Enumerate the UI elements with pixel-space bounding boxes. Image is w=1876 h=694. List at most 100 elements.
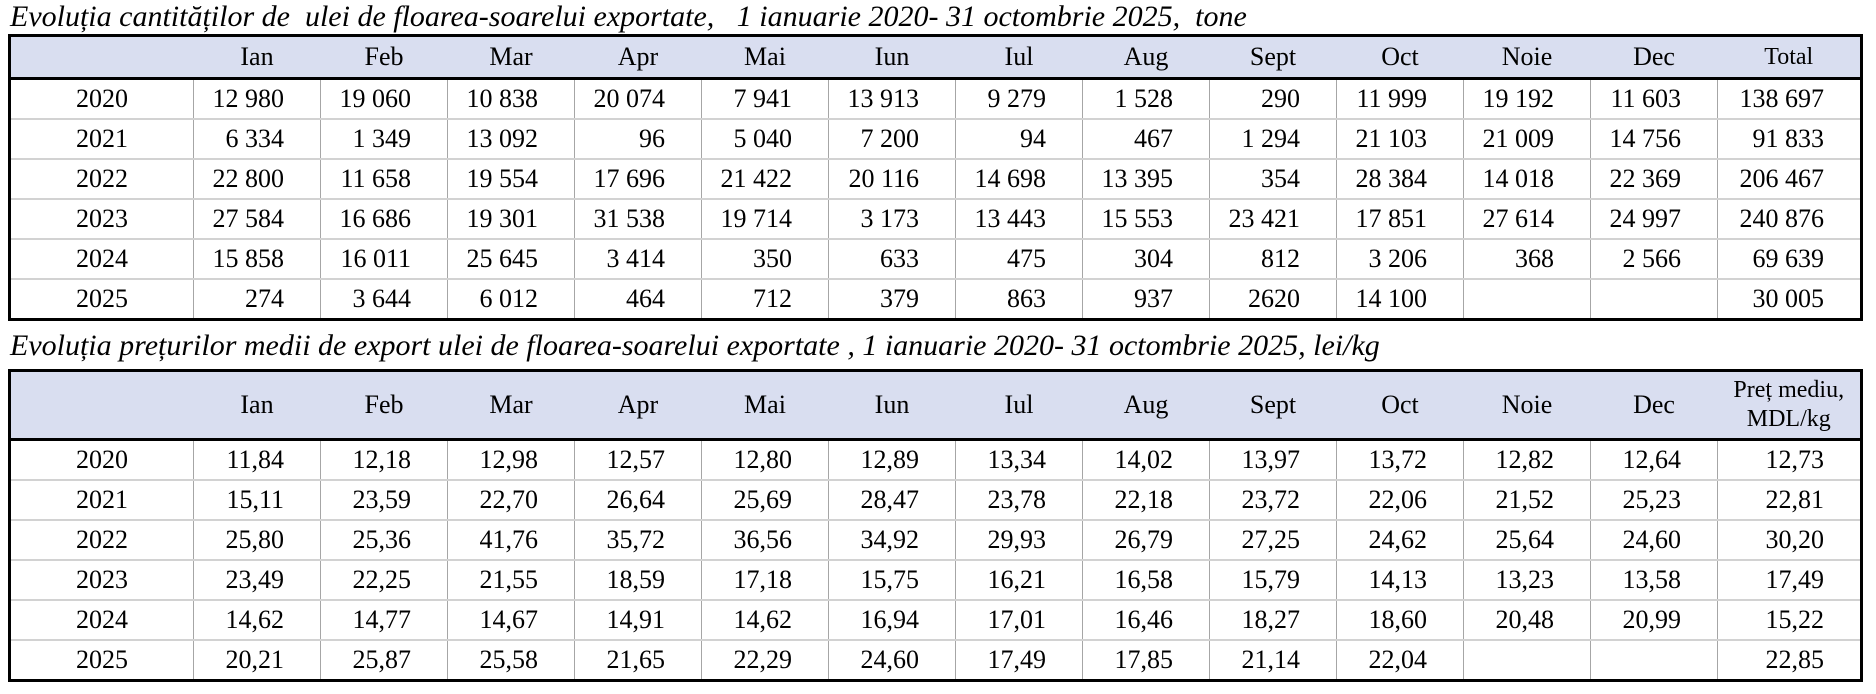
value-cell: 21,65: [574, 640, 702, 681]
value-cell: 25,87: [320, 640, 448, 681]
summary-cell: 91 833: [1717, 119, 1862, 160]
value-cell: 15,75: [828, 560, 956, 601]
value-cell: 25,80: [193, 520, 321, 561]
year-cell: 2025: [9, 279, 194, 320]
value-cell: 31 538: [574, 199, 702, 240]
value-cell: 23,72: [1209, 480, 1337, 521]
value-cell: 19 714: [701, 199, 829, 240]
value-cell: 464: [574, 279, 702, 320]
summary-cell: 22,85: [1717, 640, 1862, 681]
value-cell: 12,82: [1463, 439, 1591, 481]
month-column-header: Iul: [955, 35, 1083, 80]
value-cell: 290: [1209, 78, 1337, 120]
value-cell: 18,60: [1336, 600, 1464, 641]
value-cell: 17,01: [955, 600, 1083, 641]
year-cell: 2020: [9, 439, 194, 481]
value-cell: 26,79: [1082, 520, 1210, 561]
value-cell: 25,58: [447, 640, 575, 681]
month-column-header: Aug: [1082, 370, 1210, 441]
month-column-header: Iul: [955, 370, 1083, 441]
table-row: 2021 15,11 23,59 22,70 26,64 25,69 28,47 23,78 2…: [9, 480, 1862, 521]
value-cell: 13,72: [1336, 439, 1464, 481]
month-column-header: Mai: [701, 370, 829, 441]
value-cell: 368: [1463, 239, 1591, 280]
value-cell: 7 200: [828, 119, 956, 160]
value-cell: 22 800: [193, 159, 321, 200]
year-cell: 2024: [9, 239, 194, 280]
value-cell: 22,06: [1336, 480, 1464, 521]
value-cell: 9 279: [955, 78, 1083, 120]
month-column-header: Feb: [320, 35, 448, 80]
summary-cell: 206 467: [1717, 159, 1862, 200]
value-cell: 21,14: [1209, 640, 1337, 681]
year-cell: 2021: [9, 119, 194, 160]
month-column-header: Ian: [193, 35, 321, 80]
prices-table-title: Evoluția prețurilor medii de export ulei…: [10, 329, 1380, 362]
value-cell: 13 092: [447, 119, 575, 160]
value-cell: 350: [701, 239, 829, 280]
value-cell: 2 566: [1590, 239, 1718, 280]
value-cell: 26,64: [574, 480, 702, 521]
value-cell: 24,60: [828, 640, 956, 681]
value-cell: 20,99: [1590, 600, 1718, 641]
value-cell: 863: [955, 279, 1083, 320]
value-cell: 18,27: [1209, 600, 1337, 641]
value-cell: 379: [828, 279, 956, 320]
value-cell: 20 116: [828, 159, 956, 200]
value-cell: 20,21: [193, 640, 321, 681]
value-cell: 11,84: [193, 439, 321, 481]
value-cell: 27 614: [1463, 199, 1591, 240]
table-row: 2025 20,21 25,87 25,58 21,65 22,29 24,60 17,49 1…: [9, 640, 1862, 681]
value-cell: 13,97: [1209, 439, 1337, 481]
month-column-header: Mar: [447, 370, 575, 441]
value-cell: 27,25: [1209, 520, 1337, 561]
value-cell: 16 686: [320, 199, 448, 240]
value-cell: [1463, 640, 1591, 681]
value-cell: 15 858: [193, 239, 321, 280]
value-cell: 12,98: [447, 439, 575, 481]
value-cell: 6 334: [193, 119, 321, 160]
value-cell: 25,69: [701, 480, 829, 521]
month-column-header: Apr: [574, 370, 702, 441]
value-cell: 1 349: [320, 119, 448, 160]
year-cell: 2023: [9, 560, 194, 601]
value-cell: 16,58: [1082, 560, 1210, 601]
value-cell: 22,29: [701, 640, 829, 681]
value-cell: 3 414: [574, 239, 702, 280]
value-cell: 22,70: [447, 480, 575, 521]
value-cell: 13 443: [955, 199, 1083, 240]
value-cell: 2620: [1209, 279, 1337, 320]
value-cell: 14 756: [1590, 119, 1718, 160]
value-cell: 23,59: [320, 480, 448, 521]
table-row: 2022 25,80 25,36 41,76 35,72 36,56 34,92 29,93 2…: [9, 520, 1862, 561]
value-cell: 13,58: [1590, 560, 1718, 601]
value-cell: 21 009: [1463, 119, 1591, 160]
value-cell: 22,25: [320, 560, 448, 601]
value-cell: 23 421: [1209, 199, 1337, 240]
value-cell: 11 603: [1590, 78, 1718, 120]
value-cell: 13,34: [955, 439, 1083, 481]
value-cell: 22 369: [1590, 159, 1718, 200]
value-cell: 36,56: [701, 520, 829, 561]
value-cell: 21 422: [701, 159, 829, 200]
value-cell: [1590, 640, 1718, 681]
value-cell: 16,46: [1082, 600, 1210, 641]
value-cell: 17,18: [701, 560, 829, 601]
month-column-header: Iun: [828, 370, 956, 441]
value-cell: 12,64: [1590, 439, 1718, 481]
value-cell: [1463, 279, 1591, 320]
value-cell: 15,79: [1209, 560, 1337, 601]
summary-cell: 12,73: [1717, 439, 1862, 481]
value-cell: 12 980: [193, 78, 321, 120]
summary-cell: 240 876: [1717, 199, 1862, 240]
value-cell: 16,21: [955, 560, 1083, 601]
value-cell: 23,49: [193, 560, 321, 601]
value-cell: 29,93: [955, 520, 1083, 561]
table-row: 2024 15 858 16 011 25 645 3 414 350 633 475 304 8…: [9, 239, 1862, 280]
table-row: 2023 27 584 16 686 19 301 31 538 19 714 3 173 1…: [9, 199, 1862, 240]
value-cell: 20,48: [1463, 600, 1591, 641]
value-cell: 3 644: [320, 279, 448, 320]
value-cell: 13,23: [1463, 560, 1591, 601]
value-cell: 14,02: [1082, 439, 1210, 481]
